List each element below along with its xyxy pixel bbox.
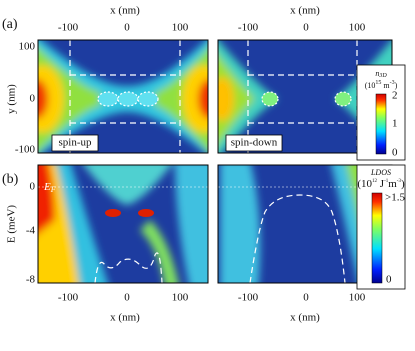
cb-unit: -3	[397, 179, 402, 184]
tick-label: 0	[30, 181, 36, 193]
tick-label: >1.5	[385, 192, 405, 204]
tick-label: 1	[392, 118, 398, 130]
frame	[37, 39, 209, 154]
tick-label: 100	[349, 292, 366, 304]
colorbar-title: n3D	[375, 69, 387, 80]
cb-unit: m	[381, 81, 390, 90]
tick-label: 0	[124, 292, 130, 304]
tick-label: -100	[238, 292, 259, 304]
tick-label: 2	[392, 90, 398, 102]
cb-unit: )	[395, 81, 398, 90]
axis-label: y (nm)	[6, 84, 18, 114]
tag: spin-up	[59, 137, 93, 149]
colorbar-unit: (1012 J-1m-3)	[357, 178, 405, 190]
tick-label: 0	[30, 93, 36, 105]
tag: spin-down	[231, 137, 278, 149]
cb-unit: (10	[357, 178, 372, 190]
tick-label: -100	[238, 22, 259, 34]
tick-label: -100	[58, 22, 79, 34]
tick-label: 0	[303, 22, 309, 34]
cb-unit: m	[388, 178, 397, 190]
colorbar-unit: (1015 m-3)	[365, 80, 398, 89]
tick-label: -8	[26, 274, 36, 286]
fermi-sub: F	[50, 185, 56, 194]
frame	[37, 164, 209, 284]
cb-sub: 3D	[378, 73, 387, 79]
cb-unit: J	[377, 178, 385, 190]
axis-label: x (nm)	[110, 5, 140, 17]
cb-title: n	[375, 69, 379, 78]
tick-label: 0	[303, 292, 309, 304]
axis-label: x (nm)	[110, 312, 140, 324]
panel-label: (b)	[2, 172, 19, 187]
axis-label: x (nm)	[290, 312, 320, 324]
tick-label: -100	[58, 292, 79, 304]
cb-unit: (10	[365, 81, 376, 90]
tick-label: 100	[172, 22, 189, 34]
axis-label: x (nm)	[290, 5, 320, 17]
tag-box	[51, 134, 99, 152]
tick-label: 100	[172, 292, 189, 304]
tick-label: 0	[124, 22, 130, 34]
tick-label: 100	[349, 22, 366, 34]
tag-box	[225, 134, 283, 152]
cb-unit: -3	[390, 80, 395, 86]
tick-label: 0	[386, 274, 392, 286]
tick-label: -100	[15, 144, 36, 156]
colorbar	[375, 93, 387, 155]
cb-unit: -1	[384, 179, 389, 184]
tick-label: -4	[26, 225, 36, 237]
tick-label: 100	[19, 41, 36, 53]
axis-label: E (meV)	[6, 205, 18, 244]
panel-label: (a)	[2, 17, 18, 32]
fermi-main: E	[43, 181, 51, 193]
fermi-label: EF	[43, 181, 56, 194]
cb-unit: 15	[375, 80, 381, 86]
colorbar-title: LDOS	[370, 168, 391, 177]
heatmap	[38, 165, 208, 283]
heatmap	[38, 40, 208, 153]
cb-unit: )	[401, 178, 405, 190]
tick-label: 0	[392, 147, 398, 159]
cb-unit: 12	[372, 179, 378, 184]
colorbar	[371, 192, 383, 284]
